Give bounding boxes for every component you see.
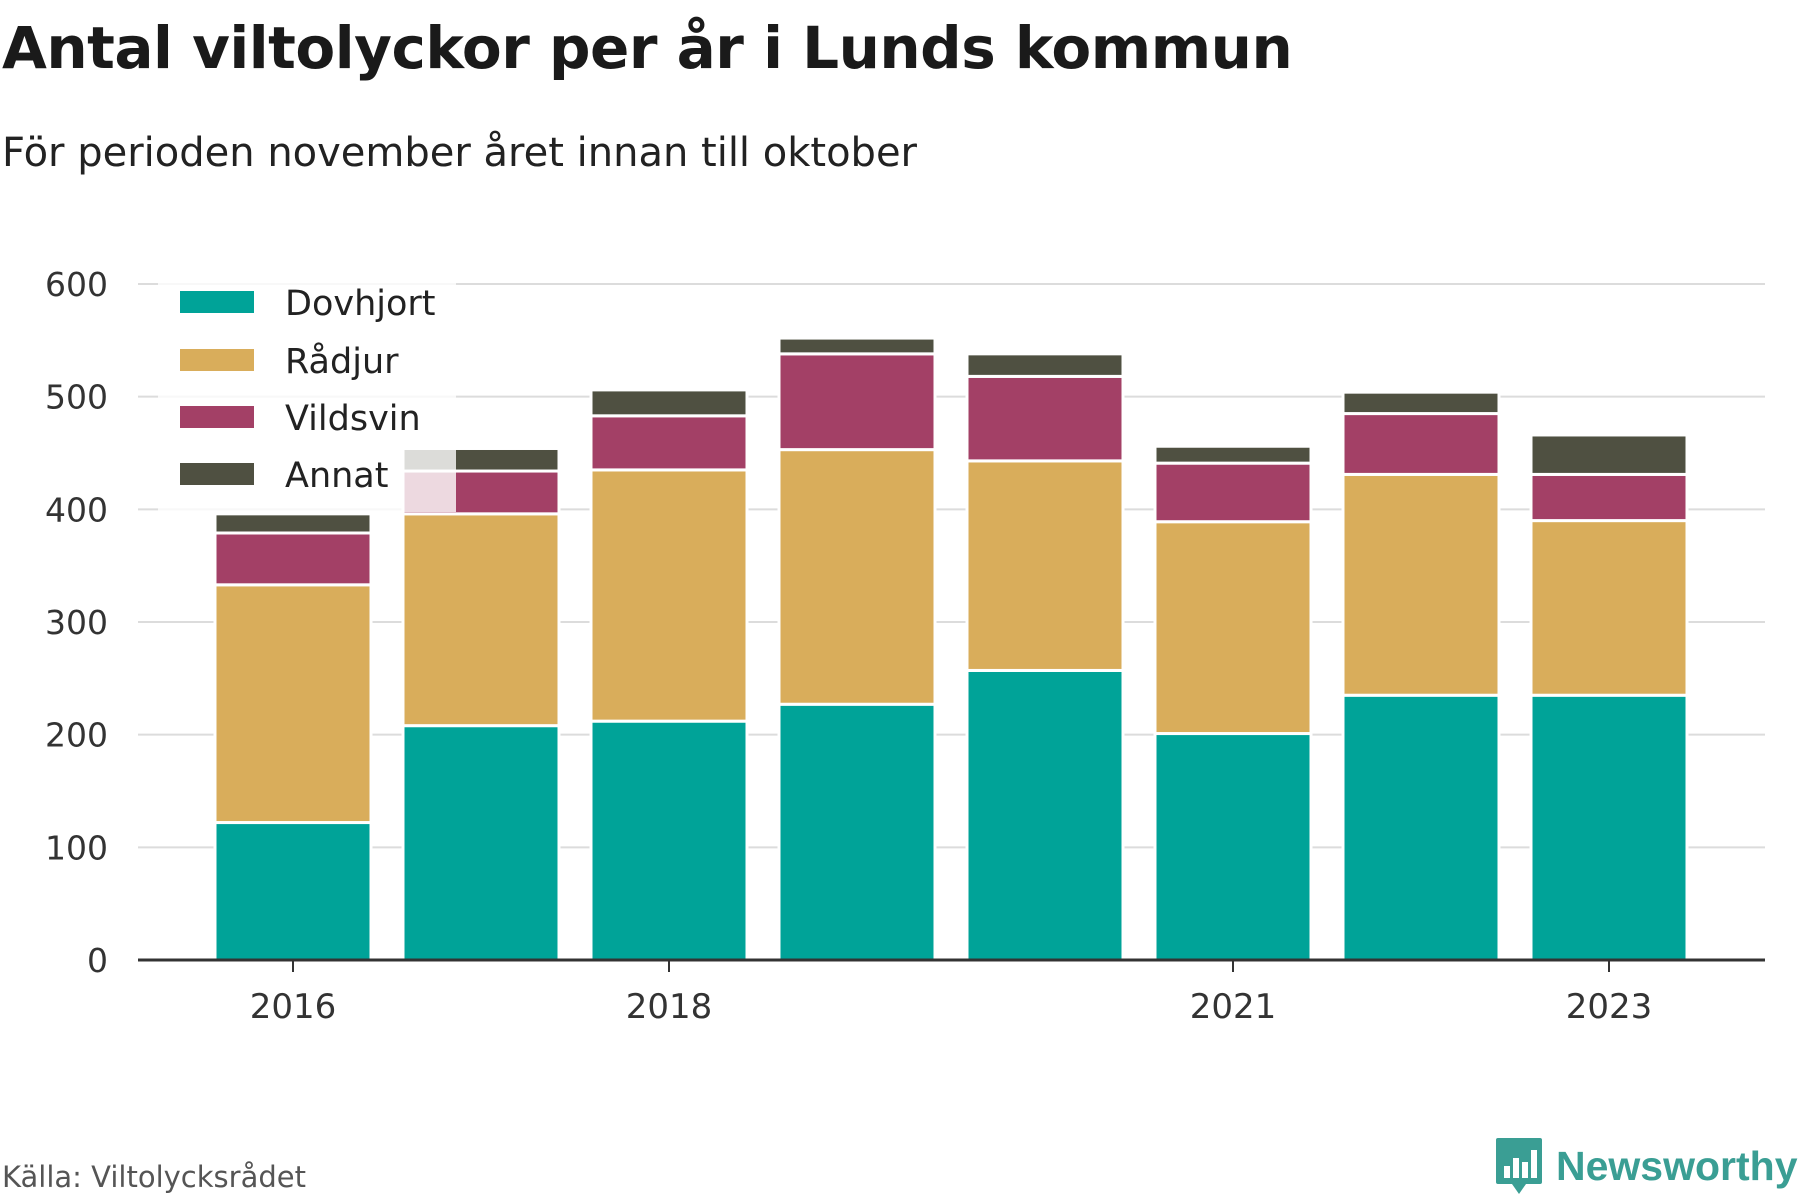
- x-tick-label: 2023: [1566, 987, 1653, 1027]
- bar-segment-dovhjort-2023: [1529, 693, 1689, 962]
- bar-segment-vildsvin-2020: [965, 374, 1125, 463]
- x-tick-label: 2016: [250, 987, 337, 1027]
- bar-stack-2018: [589, 388, 749, 962]
- legend-label-rådjur: Rådjur: [285, 341, 399, 382]
- bar-segment-vildsvin-2019: [777, 352, 937, 452]
- y-tick-label: 500: [45, 378, 108, 417]
- legend-label-dovhjort: Dovhjort: [285, 284, 436, 324]
- source-note: Källa: Viltolycksrådet: [2, 1160, 306, 1194]
- bar-segment-vildsvin-2022: [1341, 412, 1501, 476]
- bar-segment-dovhjort-2020: [965, 668, 1125, 962]
- bar-segment-vildsvin-2018: [589, 414, 749, 472]
- y-tick-label: 100: [45, 828, 108, 867]
- bar-segment-annat-2018: [589, 388, 749, 418]
- bar-segment-dovhjort-2019: [777, 702, 937, 962]
- bar-segment-rådjur-2023: [1529, 519, 1689, 697]
- bar-segment-annat-2020: [965, 352, 1125, 378]
- bar-segment-dovhjort-2022: [1341, 693, 1501, 962]
- x-tick-label: 2021: [1190, 987, 1277, 1027]
- legend-swatch-rådjur: [180, 349, 254, 371]
- legend-label-annat: Annat: [285, 456, 388, 496]
- bar-segment-annat-2019: [777, 336, 937, 356]
- bar-segment-rådjur-2022: [1341, 472, 1501, 697]
- bar-segment-dovhjort-2017: [401, 724, 561, 962]
- legend-label-vildsvin: Vildsvin: [285, 399, 421, 439]
- bar-segment-rådjur-2020: [965, 459, 1125, 672]
- bar-segment-vildsvin-2023: [1529, 472, 1689, 523]
- bar-stack-2023: [1529, 433, 1689, 962]
- bar-segment-annat-2021: [1153, 444, 1313, 465]
- y-tick-label: 200: [45, 716, 108, 755]
- y-tick-label: 600: [45, 265, 108, 304]
- bar-segment-rådjur-2017: [401, 512, 561, 728]
- bar-stack-2022: [1341, 390, 1501, 962]
- bar-segment-rådjur-2021: [1153, 520, 1313, 736]
- legend-swatch-dovhjort: [180, 291, 254, 313]
- bar-stack-2020: [965, 352, 1125, 962]
- x-tick-label: 2018: [626, 987, 713, 1027]
- bar-segment-rådjur-2016: [213, 583, 373, 825]
- legend-swatch-vildsvin: [180, 406, 254, 428]
- chart-title: Antal viltolyckor per år i Lunds kommun: [2, 14, 1293, 82]
- bar-segment-dovhjort-2016: [213, 821, 373, 962]
- bar-stack-2016: [213, 512, 373, 962]
- bar-segment-rådjur-2019: [777, 448, 937, 706]
- bar-segment-annat-2022: [1341, 390, 1501, 416]
- bar-segment-vildsvin-2021: [1153, 461, 1313, 524]
- bar-segment-dovhjort-2021: [1153, 732, 1313, 962]
- bar-stack-2021: [1153, 444, 1313, 962]
- bar-segment-dovhjort-2018: [589, 719, 749, 962]
- bar-chart-logo-icon: [1496, 1138, 1542, 1194]
- legend-swatch-annat: [180, 463, 254, 485]
- chart-subtitle: För perioden november året innan till ok…: [2, 130, 917, 176]
- bar-segment-rådjur-2018: [589, 468, 749, 723]
- bar-segment-annat-2023: [1529, 433, 1689, 476]
- bar-segment-annat-2016: [213, 512, 373, 535]
- bar-stack-2019: [777, 336, 937, 962]
- bar-stack-2017: [401, 446, 561, 962]
- bar-segment-vildsvin-2016: [213, 531, 373, 587]
- brand-logo: Newsworthy: [1494, 1136, 1798, 1196]
- y-tick-label: 400: [45, 490, 108, 529]
- brand-name: Newsworthy: [1556, 1142, 1798, 1189]
- y-tick-label: 0: [87, 941, 108, 980]
- y-tick-label: 300: [45, 603, 108, 642]
